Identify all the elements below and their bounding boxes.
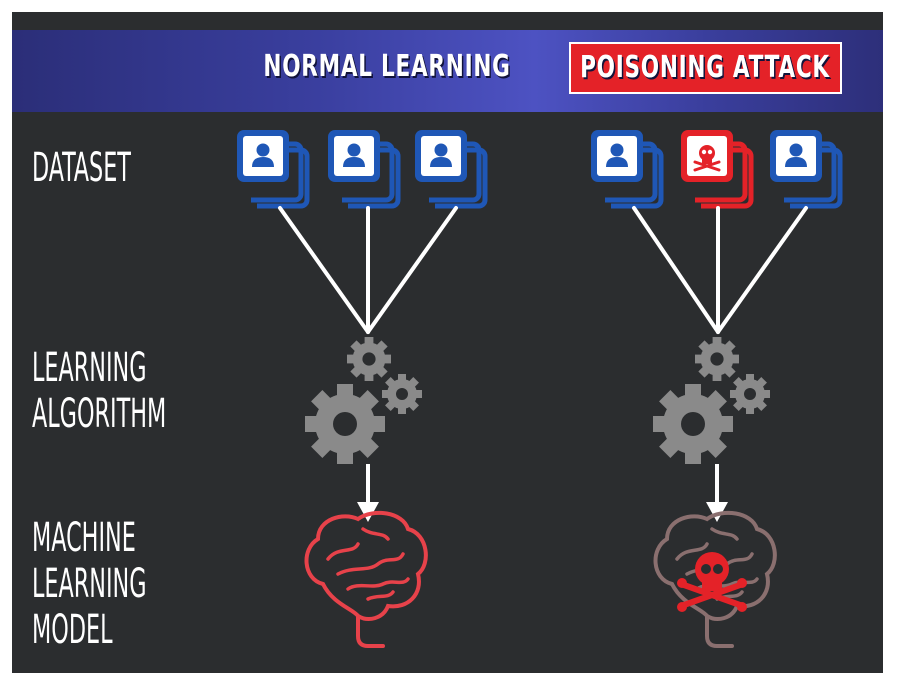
- poison-dataset-cards: [591, 130, 840, 206]
- poison-merge-lines: [632, 206, 808, 334]
- person-card-icon: [415, 130, 485, 206]
- poison-down-arrow: [706, 464, 728, 522]
- gears-icon: [305, 337, 422, 464]
- normal-dataset-cards: [237, 130, 485, 206]
- skull-card-icon: [681, 130, 751, 206]
- gears-icon: [653, 337, 770, 464]
- diagram-artwork: [12, 12, 883, 648]
- row-label-dataset: DATASET: [32, 145, 131, 191]
- poisoning-attack-title-box: [569, 42, 842, 94]
- person-card-icon: [770, 130, 840, 206]
- row-label-learning-algorithm: LEARNING ALGORITHM: [32, 345, 167, 437]
- person-card-icon: [328, 130, 398, 206]
- person-card-icon: [591, 130, 661, 206]
- normal-merge-lines: [278, 206, 458, 334]
- normal-down-arrow: [357, 464, 379, 522]
- brain-icon: [304, 510, 428, 648]
- infographic-canvas: NORMAL LEARNING POISONING ATTACK DATASET…: [12, 12, 883, 673]
- poisoning-attack-title: POISONING ATTACK: [580, 50, 830, 85]
- person-card-icon: [237, 130, 307, 206]
- row-label-machine-learning-model: MACHINE LEARNING MODEL: [32, 515, 147, 653]
- skull-crossbones-icon: [677, 552, 747, 612]
- normal-learning-title: NORMAL LEARNING: [263, 49, 511, 84]
